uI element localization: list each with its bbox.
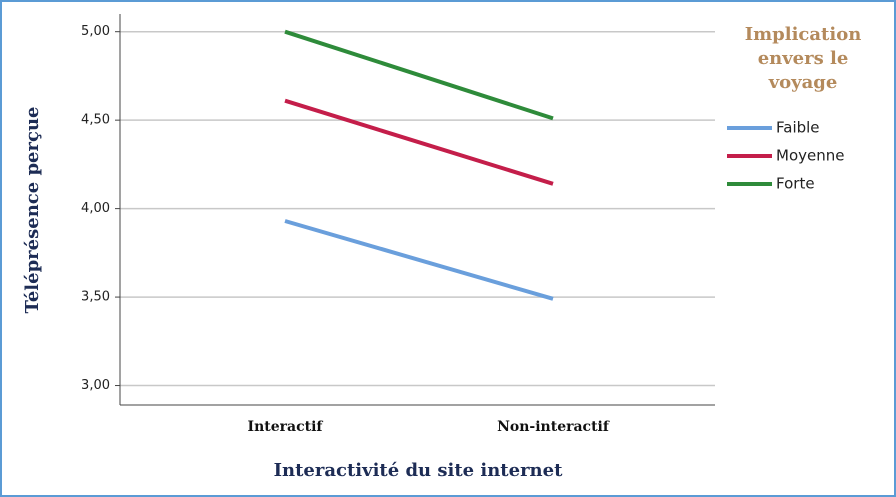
y-axis-title: Téléprésence perçue (22, 107, 43, 314)
legend-label: Forte (776, 175, 815, 193)
x-tick-label: Non-interactif (497, 419, 610, 435)
y-tick-label: 3,50 (81, 290, 110, 305)
y-tick-label: 4,50 (81, 113, 110, 128)
legend-label: Moyenne (776, 147, 844, 165)
series-line (284, 29, 554, 121)
series-line (284, 219, 554, 301)
series-line (284, 98, 554, 186)
legend-label: Faible (776, 119, 820, 137)
x-axis-title: Interactivité du site internet (274, 460, 564, 481)
y-tick-label: 4,00 (81, 201, 110, 216)
legend-title: Implication envers le voyage (745, 24, 862, 93)
y-tick-label: 5,00 (81, 24, 110, 39)
x-tick-label: Interactif (248, 419, 324, 435)
y-tick-label: 3,00 (81, 378, 110, 393)
